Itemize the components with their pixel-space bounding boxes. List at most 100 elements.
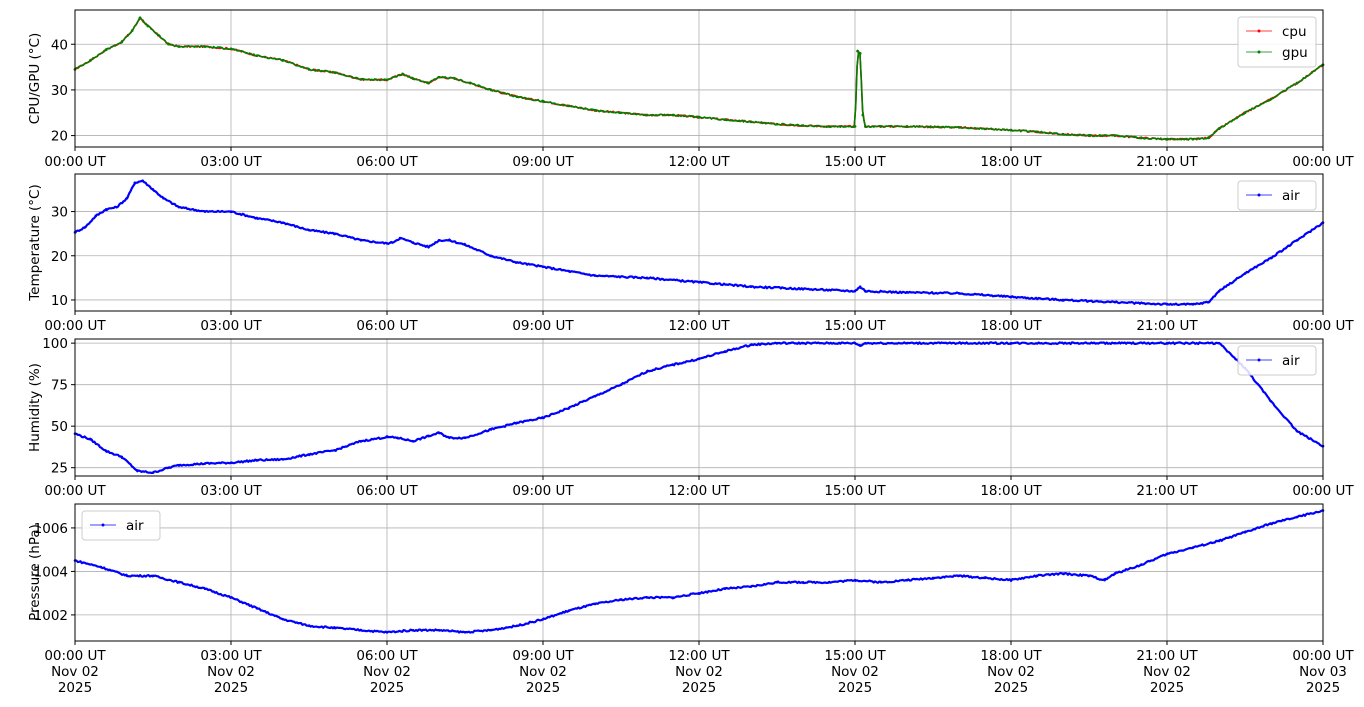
data-point	[1217, 127, 1221, 131]
data-point	[1165, 552, 1169, 556]
legend: air	[81, 510, 161, 541]
data-point	[801, 580, 805, 584]
data-point	[385, 78, 389, 82]
data-point	[307, 624, 311, 628]
data-point	[141, 179, 144, 182]
data-point	[203, 462, 207, 465]
data-point	[957, 126, 961, 129]
data-point	[359, 439, 363, 443]
data-point	[1243, 530, 1247, 534]
data-point	[1269, 522, 1273, 525]
data-point	[1113, 341, 1117, 345]
y-axis-label: CPU/GPU (°C)	[27, 33, 43, 124]
x-tick-label: 12:00 UT	[668, 154, 730, 170]
x-tick-label: 09:00 UT Nov 02 2025	[512, 648, 574, 696]
data-point	[177, 45, 181, 48]
x-tick-label: 03:00 UT	[200, 483, 262, 499]
data-point	[333, 626, 337, 630]
y-tick-label: 100	[42, 336, 68, 352]
data-point	[448, 436, 451, 440]
data-point	[489, 428, 493, 431]
data-point	[541, 265, 545, 269]
legend-marker	[1257, 29, 1261, 33]
data-point	[1295, 81, 1299, 85]
data-point	[398, 236, 402, 240]
data-point	[359, 78, 363, 81]
chart-panel-2: 10 20 30 00:00 UT 03:00 UT 06:00 UT 09:00 UT 12…	[27, 173, 1354, 334]
data-point	[879, 125, 883, 128]
data-point	[437, 431, 441, 435]
data-point	[697, 280, 701, 284]
data-point	[307, 453, 311, 456]
x-tick-label: 15:00 UT	[824, 318, 886, 334]
data-point	[1207, 136, 1210, 140]
data-point	[1269, 256, 1273, 260]
data-point	[1295, 429, 1299, 433]
data-point	[749, 585, 753, 588]
data-point	[229, 596, 233, 599]
data-point	[827, 580, 831, 584]
x-tick-label: 12:00 UT	[668, 483, 730, 499]
legend-box	[1237, 180, 1317, 211]
data-point	[1139, 563, 1143, 567]
y-tick-label: 40	[51, 37, 68, 53]
data-point	[1217, 289, 1221, 293]
data-point	[1217, 539, 1221, 543]
data-point	[1035, 130, 1039, 134]
x-tick-label: 03:00 UT	[200, 154, 262, 170]
data-point	[749, 285, 753, 288]
legend-box	[1237, 16, 1317, 68]
data-point	[130, 29, 134, 32]
data-point	[411, 628, 415, 632]
data-point	[385, 631, 389, 634]
data-point	[723, 118, 727, 121]
y-tick-label: 1002	[34, 608, 68, 624]
data-point	[177, 205, 181, 209]
y-tick-label: 1004	[34, 564, 68, 580]
data-point	[203, 587, 207, 591]
legend: cpu gpu	[1237, 16, 1317, 68]
data-point	[593, 602, 597, 606]
data-point	[427, 434, 430, 438]
data-point	[697, 116, 701, 119]
data-point	[1061, 298, 1065, 302]
data-point	[401, 72, 404, 76]
data-point	[125, 197, 129, 200]
data-point	[307, 68, 311, 71]
data-point	[463, 243, 467, 247]
data-point	[905, 291, 909, 294]
x-tick-label: 12:00 UT	[668, 318, 730, 334]
data-point	[1087, 574, 1091, 578]
data-point	[671, 113, 675, 117]
x-tick-label: 00:00 UT	[1292, 483, 1354, 499]
data-point	[801, 124, 805, 127]
y-tick-label: 1006	[34, 521, 68, 537]
y-tick-label: 10	[51, 293, 68, 309]
x-tick-label: 03:00 UT Nov 02 2025	[200, 648, 262, 696]
x-tick-label: 12:00 UT Nov 02 2025	[668, 648, 730, 696]
x-tick-label: 18:00 UT	[980, 154, 1042, 170]
data-point	[120, 455, 124, 459]
data-point	[1295, 515, 1299, 519]
data-point	[697, 591, 701, 595]
data-point	[931, 576, 935, 580]
data-point	[133, 181, 137, 185]
data-point	[89, 438, 92, 441]
data-point	[723, 587, 727, 591]
data-point	[515, 261, 519, 264]
data-point	[567, 406, 571, 410]
x-tick-label: 03:00 UT	[200, 318, 262, 334]
data-point	[567, 609, 571, 612]
data-point	[858, 344, 862, 347]
data-point	[957, 574, 961, 578]
x-tick-label: 09:00 UT	[512, 483, 574, 499]
x-tick-label: 15:00 UT	[824, 483, 886, 499]
x-tick-label: 06:00 UT	[356, 154, 418, 170]
data-point	[94, 214, 98, 218]
data-point	[515, 95, 519, 99]
data-point	[864, 341, 867, 345]
x-tick-label: 00:00 UT	[44, 154, 106, 170]
x-tick-label: 00:00 UT Nov 03 2025	[1292, 648, 1354, 696]
data-point	[115, 205, 118, 209]
